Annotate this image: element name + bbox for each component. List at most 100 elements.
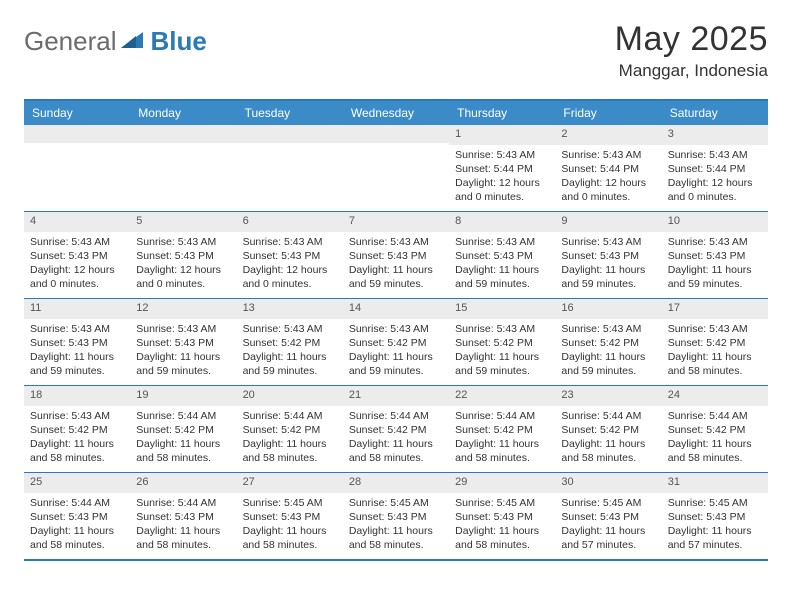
sunset-line: Sunset: 5:42 PM [349, 336, 443, 350]
day-cell: 17Sunrise: 5:43 AMSunset: 5:42 PMDayligh… [662, 299, 768, 385]
title-block: May 2025 Manggar, Indonesia [615, 20, 768, 81]
day-cell: 11Sunrise: 5:43 AMSunset: 5:43 PMDayligh… [24, 299, 130, 385]
weekday-header: Friday [555, 101, 661, 125]
location-label: Manggar, Indonesia [615, 61, 768, 81]
day-body: Sunrise: 5:43 AMSunset: 5:43 PMDaylight:… [662, 232, 768, 298]
sunrise-line: Sunrise: 5:44 AM [30, 496, 124, 510]
daylight-line: Daylight: 12 hours and 0 minutes. [561, 176, 655, 204]
sunrise-line: Sunrise: 5:43 AM [243, 235, 337, 249]
sunrise-line: Sunrise: 5:43 AM [561, 235, 655, 249]
sunrise-line: Sunrise: 5:45 AM [561, 496, 655, 510]
day-number: 7 [343, 212, 449, 232]
sunrise-line: Sunrise: 5:43 AM [349, 322, 443, 336]
sunrise-line: Sunrise: 5:43 AM [30, 409, 124, 423]
sunrise-line: Sunrise: 5:43 AM [349, 235, 443, 249]
daylight-line: Daylight: 11 hours and 58 minutes. [136, 524, 230, 552]
daylight-line: Daylight: 11 hours and 59 minutes. [243, 350, 337, 378]
day-cell: 30Sunrise: 5:45 AMSunset: 5:43 PMDayligh… [555, 473, 661, 559]
daylight-line: Daylight: 11 hours and 58 minutes. [668, 437, 762, 465]
sunset-line: Sunset: 5:43 PM [30, 249, 124, 263]
sunset-line: Sunset: 5:44 PM [561, 162, 655, 176]
day-body: Sunrise: 5:44 AMSunset: 5:42 PMDaylight:… [343, 406, 449, 472]
day-body: Sunrise: 5:43 AMSunset: 5:42 PMDaylight:… [237, 319, 343, 385]
day-body: Sunrise: 5:45 AMSunset: 5:43 PMDaylight:… [237, 493, 343, 559]
day-cell: 24Sunrise: 5:44 AMSunset: 5:42 PMDayligh… [662, 386, 768, 472]
weekday-header: Saturday [662, 101, 768, 125]
daylight-line: Daylight: 11 hours and 59 minutes. [455, 350, 549, 378]
sunset-line: Sunset: 5:42 PM [136, 423, 230, 437]
day-cell-empty [343, 125, 449, 211]
daylight-line: Daylight: 11 hours and 58 minutes. [349, 437, 443, 465]
weekday-header: Sunday [24, 101, 130, 125]
daylight-line: Daylight: 11 hours and 58 minutes. [243, 524, 337, 552]
weekday-header: Wednesday [343, 101, 449, 125]
sunrise-line: Sunrise: 5:43 AM [668, 322, 762, 336]
sunset-line: Sunset: 5:43 PM [136, 249, 230, 263]
day-number: 14 [343, 299, 449, 319]
sunset-line: Sunset: 5:43 PM [349, 510, 443, 524]
sunrise-line: Sunrise: 5:44 AM [455, 409, 549, 423]
sunset-line: Sunset: 5:42 PM [455, 336, 549, 350]
week-row: 25Sunrise: 5:44 AMSunset: 5:43 PMDayligh… [24, 472, 768, 559]
sunset-line: Sunset: 5:43 PM [561, 510, 655, 524]
day-cell: 9Sunrise: 5:43 AMSunset: 5:43 PMDaylight… [555, 212, 661, 298]
day-body: Sunrise: 5:43 AMSunset: 5:42 PMDaylight:… [449, 319, 555, 385]
sunset-line: Sunset: 5:43 PM [30, 510, 124, 524]
day-body: Sunrise: 5:43 AMSunset: 5:43 PMDaylight:… [24, 319, 130, 385]
sunset-line: Sunset: 5:43 PM [243, 249, 337, 263]
day-number: 17 [662, 299, 768, 319]
sunrise-line: Sunrise: 5:44 AM [243, 409, 337, 423]
daylight-line: Daylight: 11 hours and 58 minutes. [349, 524, 443, 552]
calendar: SundayMondayTuesdayWednesdayThursdayFrid… [24, 99, 768, 561]
day-body: Sunrise: 5:44 AMSunset: 5:42 PMDaylight:… [449, 406, 555, 472]
daylight-line: Daylight: 11 hours and 57 minutes. [561, 524, 655, 552]
sunset-line: Sunset: 5:42 PM [349, 423, 443, 437]
daylight-line: Daylight: 11 hours and 59 minutes. [561, 350, 655, 378]
sunrise-line: Sunrise: 5:43 AM [243, 322, 337, 336]
sunrise-line: Sunrise: 5:43 AM [455, 148, 549, 162]
daylight-line: Daylight: 11 hours and 59 minutes. [561, 263, 655, 291]
sunset-line: Sunset: 5:42 PM [561, 336, 655, 350]
day-cell: 26Sunrise: 5:44 AMSunset: 5:43 PMDayligh… [130, 473, 236, 559]
sunrise-line: Sunrise: 5:44 AM [136, 496, 230, 510]
day-body: Sunrise: 5:44 AMSunset: 5:43 PMDaylight:… [24, 493, 130, 559]
weeks-container: 1Sunrise: 5:43 AMSunset: 5:44 PMDaylight… [24, 125, 768, 559]
daylight-line: Daylight: 11 hours and 58 minutes. [455, 524, 549, 552]
day-cell: 5Sunrise: 5:43 AMSunset: 5:43 PMDaylight… [130, 212, 236, 298]
day-cell: 31Sunrise: 5:45 AMSunset: 5:43 PMDayligh… [662, 473, 768, 559]
sunrise-line: Sunrise: 5:44 AM [136, 409, 230, 423]
sunrise-line: Sunrise: 5:43 AM [455, 235, 549, 249]
day-cell: 10Sunrise: 5:43 AMSunset: 5:43 PMDayligh… [662, 212, 768, 298]
day-number: 5 [130, 212, 236, 232]
day-body: Sunrise: 5:43 AMSunset: 5:44 PMDaylight:… [662, 145, 768, 211]
brand-logo: General Blue [24, 26, 207, 57]
daylight-line: Daylight: 11 hours and 59 minutes. [30, 350, 124, 378]
weekday-header: Tuesday [237, 101, 343, 125]
day-number: 8 [449, 212, 555, 232]
day-cell: 23Sunrise: 5:44 AMSunset: 5:42 PMDayligh… [555, 386, 661, 472]
day-number: 25 [24, 473, 130, 493]
day-number: 6 [237, 212, 343, 232]
day-body: Sunrise: 5:43 AMSunset: 5:44 PMDaylight:… [449, 145, 555, 211]
sunrise-line: Sunrise: 5:43 AM [136, 235, 230, 249]
daylight-line: Daylight: 11 hours and 58 minutes. [30, 524, 124, 552]
sunrise-line: Sunrise: 5:45 AM [243, 496, 337, 510]
day-body: Sunrise: 5:43 AMSunset: 5:43 PMDaylight:… [343, 232, 449, 298]
sunrise-line: Sunrise: 5:43 AM [561, 322, 655, 336]
day-cell: 18Sunrise: 5:43 AMSunset: 5:42 PMDayligh… [24, 386, 130, 472]
weekday-header: Monday [130, 101, 236, 125]
day-body: Sunrise: 5:43 AMSunset: 5:42 PMDaylight:… [343, 319, 449, 385]
day-cell: 20Sunrise: 5:44 AMSunset: 5:42 PMDayligh… [237, 386, 343, 472]
sunrise-line: Sunrise: 5:45 AM [455, 496, 549, 510]
day-number: 26 [130, 473, 236, 493]
daylight-line: Daylight: 12 hours and 0 minutes. [455, 176, 549, 204]
day-cell: 1Sunrise: 5:43 AMSunset: 5:44 PMDaylight… [449, 125, 555, 211]
day-cell: 29Sunrise: 5:45 AMSunset: 5:43 PMDayligh… [449, 473, 555, 559]
weekday-header: Thursday [449, 101, 555, 125]
sunset-line: Sunset: 5:42 PM [668, 423, 762, 437]
sunrise-line: Sunrise: 5:44 AM [349, 409, 443, 423]
day-number: 20 [237, 386, 343, 406]
month-title: May 2025 [615, 20, 768, 59]
day-cell: 6Sunrise: 5:43 AMSunset: 5:43 PMDaylight… [237, 212, 343, 298]
day-number: 2 [555, 125, 661, 145]
